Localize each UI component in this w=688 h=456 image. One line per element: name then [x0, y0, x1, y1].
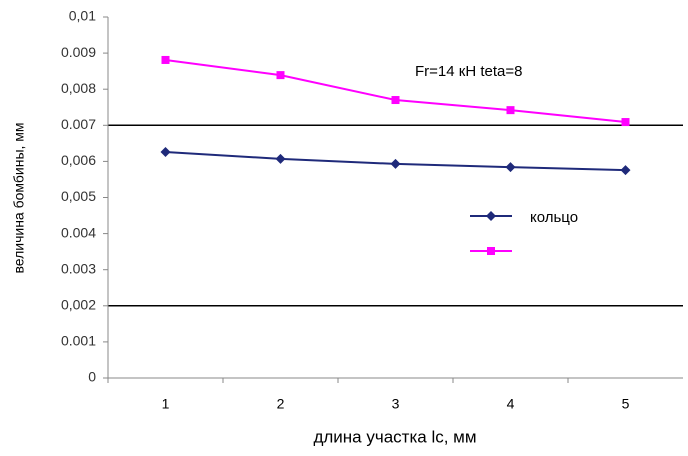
y-tick-label: 0,005 — [61, 188, 96, 204]
data-point — [391, 96, 400, 105]
y-tick-label: 0.003 — [61, 260, 96, 276]
y-tick-label: 0.007 — [61, 116, 96, 132]
data-point — [275, 153, 286, 164]
y-tick-label: 0.004 — [61, 224, 96, 240]
y-tick-label: 0 — [88, 369, 96, 385]
y-tick-label: 0.001 — [61, 333, 96, 349]
data-point — [390, 158, 401, 169]
data-point — [506, 106, 515, 115]
data-point — [620, 165, 631, 176]
x-tick-label: 3 — [392, 396, 400, 412]
y-tick-label: 0,006 — [61, 152, 96, 168]
y-tick-label: 0,002 — [61, 297, 96, 313]
x-tick-label: 5 — [622, 396, 630, 412]
y-tick-label: 0.009 — [61, 44, 96, 60]
y-axis-label: величина бомбины, мм — [11, 122, 27, 273]
annotation: Fr=14 кН teta=8 — [415, 63, 522, 80]
x-tick-label: 1 — [162, 396, 170, 412]
data-point — [621, 118, 630, 127]
x-axis-label: длина участка lc, мм — [313, 427, 476, 446]
x-tick-label: 4 — [507, 396, 515, 412]
x-tick-label: 2 — [277, 396, 285, 412]
y-tick-label: 0,008 — [61, 80, 96, 96]
y-tick-label: 0,01 — [69, 8, 96, 24]
data-point — [505, 162, 516, 173]
series-line — [165, 58, 626, 124]
legend-marker — [487, 247, 495, 255]
data-point — [276, 71, 285, 80]
data-point — [160, 147, 171, 158]
legend-label: кольцо — [530, 209, 578, 226]
data-point — [161, 55, 170, 64]
legend-marker — [486, 211, 496, 221]
